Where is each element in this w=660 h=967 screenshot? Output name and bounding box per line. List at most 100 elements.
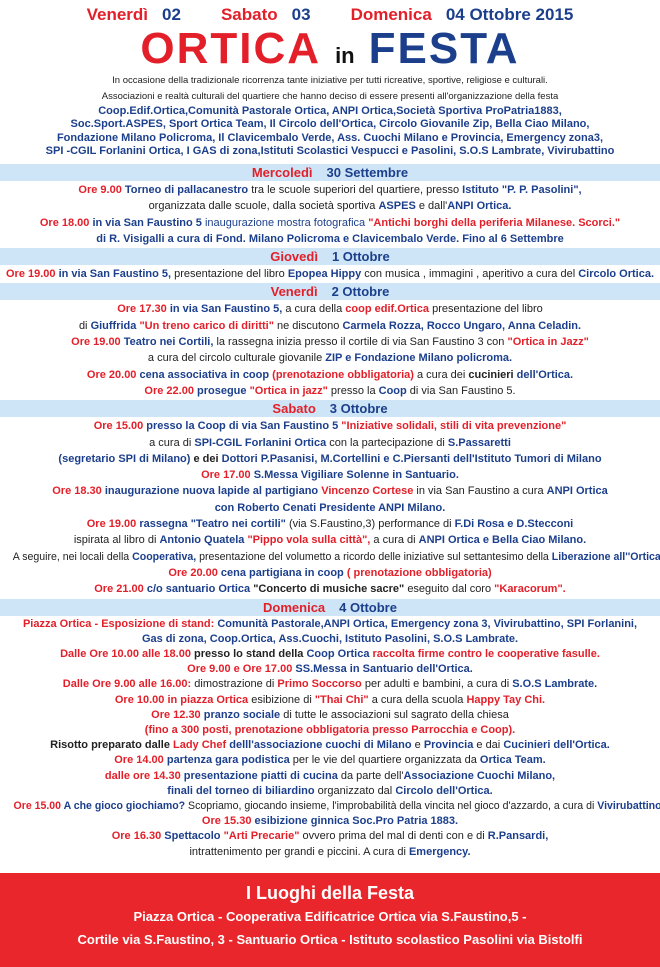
day-header: Domenica 4 Ottobre (0, 598, 660, 616)
event-text: (fino a 300 posti, prenotazione obbligat… (144, 723, 516, 736)
event-text: Vivirubattino (597, 799, 660, 812)
event-text: la rassegna inizia presso il cortile di … (216, 336, 508, 349)
event-line: Ore 19.00 Teatro nei Cortili, la rassegn… (0, 334, 660, 350)
event-text: a cura della scuola (371, 693, 467, 706)
event-text: Epopea Hippy (287, 268, 365, 281)
title-in: in (335, 43, 355, 68)
event-text: a cura di (149, 436, 195, 449)
day-name: Venerdì (270, 284, 318, 300)
event-text: ( prenotazione obbligatoria) (346, 566, 492, 579)
event-text: di R. Visigalli a cura di Fond. Milano P… (96, 232, 564, 245)
event-text: Associazione Cuochi Milano, (403, 769, 556, 782)
event-line: con Roberto Cenati Presidente ANPI Milan… (0, 500, 660, 516)
event-line: Ore 20.00 cena partigiana in coop ( pren… (0, 565, 660, 581)
event-text: ANPI Ortica e Bella Ciao Milano. (418, 534, 587, 547)
venues-title: I Luoghi della Festa (245, 883, 415, 903)
event-text: presso la Coop di via San Faustino 5 (146, 420, 342, 433)
event-text: Ore 12.30 (151, 708, 204, 721)
intro-line: Associazioni e realtà culturali del quar… (101, 91, 559, 102)
event-text: presentazione piatti di cucina (183, 769, 341, 782)
event-text: Coop Ortica (306, 647, 373, 660)
day-name: Domenica (263, 599, 326, 615)
event-text: a cura del circolo culturale giovanile (147, 352, 326, 365)
event-text: dalle ore 14.30 (104, 769, 184, 782)
program-schedule: Mercoledì 30 Settembre Ore 9.00 Torneo di … (0, 163, 660, 860)
day-section-3: Venerdì 2 Ottobre Ore 17.30 in via San Fau… (0, 283, 660, 399)
event-text: e (414, 739, 424, 752)
event-text: ANPI Ortica. (447, 200, 512, 213)
event-text: ASPES (378, 200, 416, 213)
event-text: a cura dei (417, 368, 469, 381)
event-text: Liberazione all''Ortica (551, 550, 660, 563)
event-text: partenza gara podistica (166, 754, 293, 767)
event-text: Ore 22.00 (144, 384, 197, 397)
event-text: tra le scuole superiori del quartiere, p… (251, 184, 463, 196)
event-text: per le vie del quartiere organizzata da (292, 754, 480, 767)
event-line: Risotto preparato dalle Lady Chef delll'… (0, 738, 660, 753)
day-section-4: Sabato 3 Ottobre Ore 15.00 presso la Coop … (0, 400, 660, 597)
event-text: F.Di Rosa e D.Stecconi (454, 518, 574, 531)
event-text: Ore 9.00 e Ore 17.00 (187, 663, 296, 676)
event-text: pranzo sociale (203, 708, 284, 721)
event-text: raccolta firme contro le cooperative fas… (372, 647, 600, 660)
event-text: dimostrazione di (194, 678, 278, 691)
event-text: Ore 19.00 (71, 336, 124, 349)
event-text: "Antichi borghi della periferia Milanese… (368, 216, 621, 229)
event-text: con Roberto Cenati Presidente ANPI Milan… (214, 501, 446, 514)
event-text: con musica , immagini , aperitivo a cura… (364, 268, 579, 281)
event-text: intrattenimento per grandi e piccini. A … (189, 845, 409, 858)
event-line: (segretario SPI di Milano) e dei Dottori… (0, 451, 660, 467)
event-text: Lady Chef (173, 739, 230, 752)
event-text: Primo Soccorso (277, 678, 365, 691)
event-line: Dalle Ore 9.00 alle 16.00: dimostrazione… (0, 677, 660, 692)
event-text: a cura di (373, 534, 419, 547)
event-text: S.O.S Lambrate. (512, 678, 598, 691)
event-text: Piazza Ortica - Esposizione di stand: (22, 617, 218, 630)
event-text: Vincenzo Cortese (321, 485, 417, 498)
event-text: ispirata al libro di (73, 534, 160, 547)
event-text: Ore 19.00 (6, 268, 59, 281)
event-text: di (78, 319, 91, 332)
event-text: inaugurazione nuova lapide al partigiano (104, 485, 322, 498)
event-text: Ore 15.00 (93, 420, 147, 433)
event-text: Ore 10.00 in piazza Ortica (114, 693, 252, 706)
event-line: Ore 19.00 rassegna "Teatro nei cortili" … (0, 516, 660, 532)
event-text: dell'Ortica. (516, 368, 574, 381)
event-text: "Thai Chi" (314, 693, 372, 706)
event-line: Gas di zona, Coop.Ortica, Ass.Cuochi, Is… (0, 632, 660, 647)
event-text: coop edif.Ortica (345, 303, 433, 316)
event-text: ANPI Ortica (546, 485, 608, 498)
intro-line: In occasione della tradizionale ricorren… (112, 75, 548, 86)
event-line: Ore 17.30 in via San Faustino 5, a cura … (0, 301, 660, 317)
venues-line: Piazza Ortica - Cooperativa Edificatrice… (133, 909, 527, 924)
event-text: Dalle Ore 9.00 alle 16.00: (62, 678, 195, 691)
event-text: "Karacorum". (494, 583, 566, 596)
event-text: Circolo Ortica. (578, 268, 654, 281)
day-date: 3 Ottobre (329, 401, 388, 417)
event-line: a cura di SPI-CGIL Forlanini Ortica con … (0, 435, 660, 451)
event-text: di via San Faustino 5. (409, 384, 516, 397)
event-text: cena partigiana in coop (220, 566, 347, 579)
event-text: "Pippo vola sulla città", (247, 534, 374, 547)
event-line: Piazza Ortica - Esposizione di stand: Co… (0, 617, 660, 632)
event-text: Comunità Pastorale,ANPI Ortica, Emergenc… (217, 617, 638, 630)
date-item: Venerdì 02 (77, 5, 191, 24)
event-line: Ore 9.00 e Ore 17.00 SS.Messa in Santuar… (0, 662, 660, 677)
event-text: Istituto "P. P. Pasolini", (462, 184, 582, 196)
event-text: presso lo stand della (194, 647, 307, 660)
event-text: con la partecipazione di (329, 436, 448, 449)
event-line: Ore 18.30 inaugurazione nuova lapide al … (0, 483, 660, 499)
event-line: (fino a 300 posti, prenotazione obbligat… (0, 723, 660, 738)
day-date: 30 Settembre (326, 165, 409, 180)
festival-dates: Venerdì 02 Sabato 03 Domenica 04 Ottobre 2015 (0, 4, 660, 25)
event-text: Ore 18.00 (39, 216, 93, 229)
event-text: "Ortica in Jazz" (507, 336, 589, 349)
event-text: delll'associazione cuochi di Milano (229, 739, 415, 752)
event-text: Teatro nei Cortili, (123, 336, 217, 349)
event-text: Happy Tay Chi. (466, 693, 546, 706)
event-text: SPI-CGIL Forlanini Ortica (194, 436, 330, 449)
event-text: Cooperativa, (132, 550, 200, 563)
title-ortica: ORTICA (140, 24, 322, 73)
event-line: Ore 12.30 pranzo sociale di tutte le ass… (0, 708, 660, 723)
event-text: R.Pansardi, (487, 830, 549, 843)
